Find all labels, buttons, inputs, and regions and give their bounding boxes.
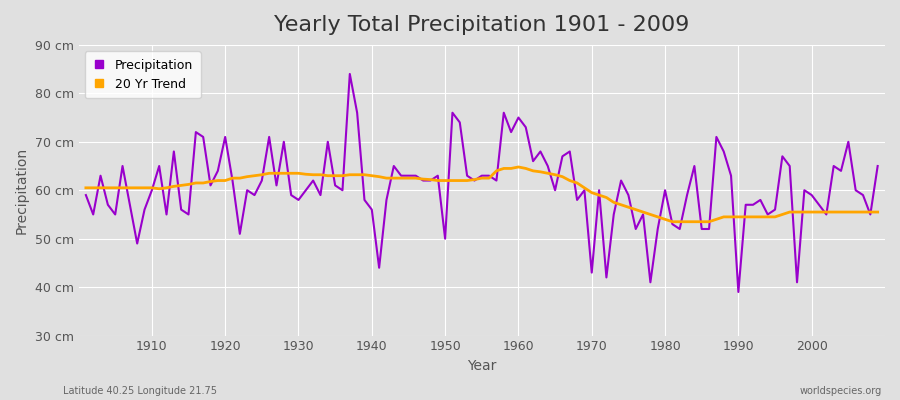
20 Yr Trend	[513, 164, 524, 169]
Precipitation	[608, 212, 619, 217]
20 Yr Trend	[667, 219, 678, 224]
Title: Yearly Total Precipitation 1901 - 2009: Yearly Total Precipitation 1901 - 2009	[274, 15, 689, 35]
20 Yr Trend	[140, 186, 150, 190]
Precipitation	[140, 207, 150, 212]
Line: 20 Yr Trend: 20 Yr Trend	[86, 167, 878, 222]
20 Yr Trend	[608, 200, 619, 205]
20 Yr Trend	[872, 210, 883, 214]
Line: Precipitation: Precipitation	[86, 74, 878, 292]
Text: Latitude 40.25 Longitude 21.75: Latitude 40.25 Longitude 21.75	[63, 386, 217, 396]
Precipitation	[345, 72, 356, 76]
20 Yr Trend	[80, 186, 91, 190]
Precipitation	[733, 290, 743, 294]
20 Yr Trend	[301, 172, 311, 177]
Y-axis label: Precipitation: Precipitation	[15, 147, 29, 234]
20 Yr Trend	[520, 166, 531, 171]
X-axis label: Year: Year	[467, 359, 497, 373]
Precipitation	[352, 110, 363, 115]
Precipitation	[301, 188, 311, 193]
Legend: Precipitation, 20 Yr Trend: Precipitation, 20 Yr Trend	[85, 51, 201, 98]
Text: worldspecies.org: worldspecies.org	[800, 386, 882, 396]
20 Yr Trend	[506, 166, 517, 171]
Precipitation	[80, 193, 91, 198]
Precipitation	[872, 164, 883, 168]
Precipitation	[513, 115, 524, 120]
20 Yr Trend	[345, 172, 356, 177]
Precipitation	[520, 125, 531, 130]
